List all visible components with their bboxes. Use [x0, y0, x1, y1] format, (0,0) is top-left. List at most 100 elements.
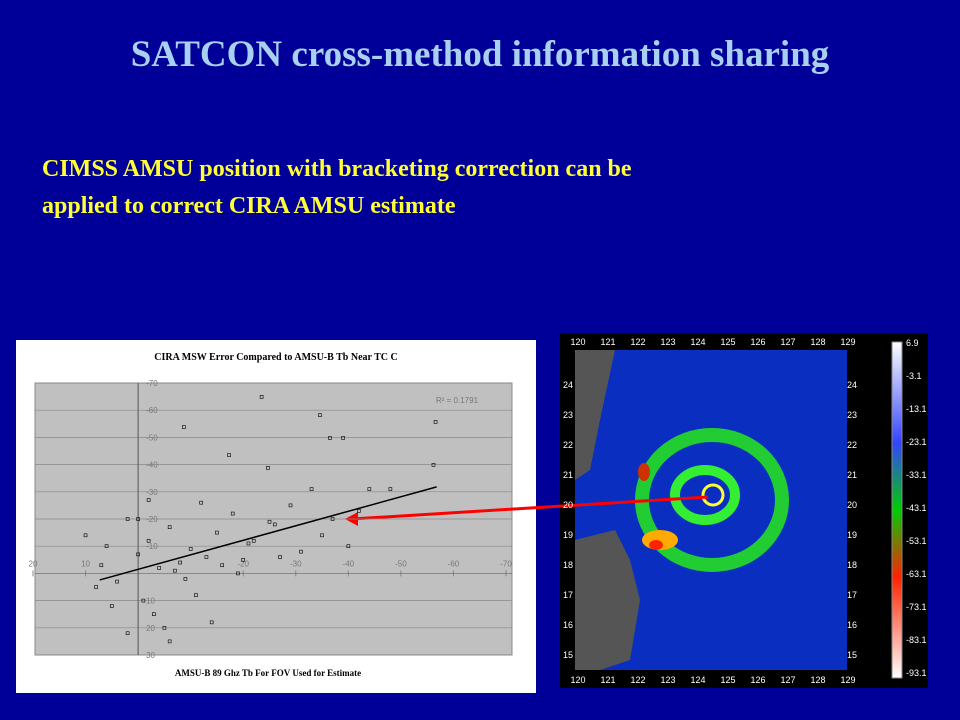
lon-label: 122 — [630, 675, 645, 685]
lon-label: 121 — [600, 675, 615, 685]
lat-label: 15 — [847, 650, 857, 660]
lon-label: 127 — [780, 337, 795, 347]
colorbar-label: -43.1 — [906, 503, 927, 513]
point — [125, 517, 130, 521]
lon-label: 127 — [780, 675, 795, 685]
lat-label: 15 — [563, 650, 573, 660]
point — [246, 541, 251, 546]
lon-label: 128 — [810, 337, 825, 347]
point — [104, 544, 109, 549]
annotation: R² = 0.1791 — [436, 396, 479, 405]
lat-label: 17 — [847, 590, 857, 600]
colorbar-label: -73.1 — [906, 602, 927, 612]
point — [141, 598, 146, 603]
position-circle — [701, 483, 725, 507]
point — [188, 547, 193, 551]
colorbar-label: -3.1 — [906, 371, 922, 381]
point — [309, 487, 314, 491]
point — [236, 571, 240, 576]
point — [230, 511, 235, 516]
point — [433, 420, 438, 424]
point — [83, 533, 88, 538]
x-tick-label: 10 — [81, 559, 90, 568]
point — [182, 425, 186, 429]
y-tick-label: -40 — [146, 461, 158, 470]
point — [136, 552, 140, 557]
point — [99, 563, 104, 568]
body-line: CIMSS AMSU position with bracketing corr… — [42, 156, 632, 182]
x-tick-label: -40 — [343, 559, 355, 568]
point — [173, 568, 177, 573]
convection — [649, 540, 663, 550]
y-tick-label: -50 — [146, 433, 158, 442]
point — [330, 517, 335, 521]
point — [278, 555, 282, 559]
lat-label: 19 — [563, 530, 573, 540]
lon-label: 124 — [690, 675, 705, 685]
point — [199, 500, 203, 505]
y-tick-label: -20 — [146, 515, 158, 524]
point — [267, 519, 272, 524]
lat-label: 19 — [847, 530, 857, 540]
point — [178, 560, 182, 565]
colorbar-label: -83.1 — [906, 635, 927, 645]
colorbar-label: -93.1 — [906, 668, 927, 678]
point — [167, 525, 172, 529]
lon-label: 126 — [750, 675, 765, 685]
point — [272, 522, 277, 527]
lon-label: 125 — [720, 337, 735, 347]
lat-label: 20 — [563, 500, 573, 510]
point — [328, 436, 332, 440]
lon-label: 129 — [840, 675, 855, 685]
lon-label: 123 — [660, 337, 675, 347]
y-tick-label: 10 — [146, 597, 155, 606]
lat-label: 18 — [847, 560, 857, 570]
point — [157, 566, 161, 570]
lat-label: 22 — [847, 440, 857, 450]
lon-label: 122 — [630, 337, 645, 347]
point — [346, 544, 351, 549]
point — [94, 585, 98, 589]
colorbar-label: -53.1 — [906, 536, 927, 546]
body-line: applied to correct CIRA AMSU estimate — [42, 193, 456, 219]
colorbar-label: -23.1 — [906, 437, 927, 447]
lat-label: 23 — [563, 410, 573, 420]
x-tick-label: 20 — [29, 559, 38, 568]
point — [215, 530, 219, 535]
point — [367, 487, 372, 491]
point — [288, 503, 293, 508]
lat-label: 22 — [563, 440, 573, 450]
lon-label: 125 — [720, 675, 735, 685]
point — [167, 639, 172, 644]
colorbar-label: -13.1 — [906, 404, 927, 414]
lon-label: 126 — [750, 337, 765, 347]
lon-label: 128 — [810, 675, 825, 685]
lat-label: 21 — [563, 470, 573, 480]
arrow — [351, 495, 709, 521]
x-tick-label: -20 — [237, 559, 249, 568]
point — [125, 631, 130, 636]
colorbar — [891, 341, 903, 679]
lon-label: 123 — [660, 675, 675, 685]
lon-label: 120 — [570, 337, 585, 347]
lat-label: 23 — [847, 410, 857, 420]
x-tick-label: -50 — [395, 559, 407, 568]
point — [146, 538, 151, 543]
lon-label: 121 — [600, 337, 615, 347]
lon-label: 129 — [840, 337, 855, 347]
lon-label: 124 — [690, 337, 705, 347]
point — [204, 555, 209, 559]
lat-label: 20 — [847, 500, 857, 510]
point — [152, 612, 156, 617]
lon-label: 120 — [570, 675, 585, 685]
point — [241, 557, 246, 562]
lat-label: 16 — [847, 620, 857, 630]
point — [320, 533, 324, 538]
point — [136, 517, 140, 521]
land — [575, 350, 615, 480]
point — [162, 625, 167, 630]
lat-label: 24 — [847, 380, 857, 390]
point — [266, 466, 270, 470]
point — [220, 563, 224, 568]
